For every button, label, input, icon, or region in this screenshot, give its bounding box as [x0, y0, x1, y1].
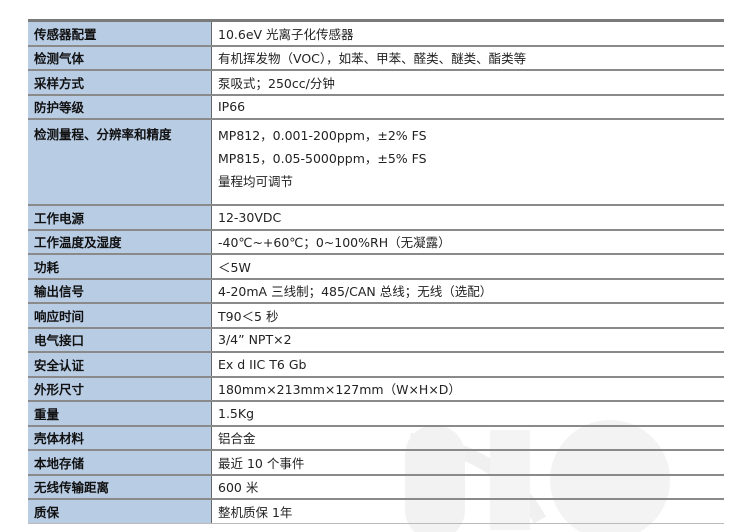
spec-label: 安全认证: [28, 351, 212, 377]
spec-value-line: 铝合金: [218, 431, 256, 447]
spec-value: ＜5W: [211, 253, 724, 279]
spec-row: 检测气体 有机挥发物（VOC），如苯、甲苯、醛类、醚类、酯类等: [28, 44, 724, 70]
spec-value-line: 整机质保 1年: [218, 504, 293, 520]
spec-value-line: ＜5W: [218, 259, 251, 275]
spec-value-line: 600 米: [218, 480, 259, 496]
spec-row: 检测量程、分辨率和精度 MP812，0.001-200ppm，±2% FS MP81…: [28, 118, 724, 205]
spec-value: Ex d IIC T6 Gb: [211, 351, 724, 377]
spec-value: T90＜5 秒: [211, 302, 724, 328]
spec-value: 10.6eV 光离子化传感器: [211, 19, 724, 46]
spec-value: 4-20mA 三线制；485/CAN 总线；无线（选配）: [211, 277, 724, 303]
spec-value-line: 3/4” NPT×2: [218, 332, 292, 348]
spec-value-line: 1.5Kg: [218, 405, 255, 421]
spec-label: 质保: [28, 498, 212, 524]
spec-label: 重量: [28, 400, 212, 426]
spec-value-line: 4-20mA 三线制；485/CAN 总线；无线（选配）: [218, 284, 493, 300]
spec-row: 安全认证 Ex d IIC T6 Gb: [28, 351, 724, 377]
spec-value-line: 最近 10 个事件: [218, 455, 305, 471]
spec-value-line: T90＜5 秒: [218, 308, 279, 324]
spec-row: 壳体材料 铝合金: [28, 424, 724, 450]
spec-value: 12-30VDC: [211, 204, 724, 230]
spec-value: -40℃~+60℃；0~100%RH（无凝露）: [211, 228, 724, 254]
spec-value-line: 泵吸式；250cc/分钟: [218, 75, 335, 91]
spec-row: 功耗 ＜5W: [28, 253, 724, 279]
spec-row: 重量 1.5Kg: [28, 400, 724, 426]
spec-label: 检测气体: [28, 44, 212, 70]
spec-row: 响应时间 T90＜5 秒: [28, 302, 724, 328]
spec-value-line: 180mm×213mm×127mm（W×H×D）: [218, 382, 461, 398]
spec-label: 检测量程、分辨率和精度: [28, 118, 212, 205]
spec-label: 防护等级: [28, 93, 212, 119]
spec-label: 功耗: [28, 253, 212, 279]
spec-value-line: 12-30VDC: [218, 209, 282, 225]
spec-row: 无线传输距离 600 米: [28, 473, 724, 499]
spec-label: 壳体材料: [28, 424, 212, 450]
spec-value: 有机挥发物（VOC），如苯、甲苯、醛类、醚类、酯类等: [211, 44, 724, 70]
spec-table: 传感器配置 10.6eV 光离子化传感器 检测气体 有机挥发物（VOC），如苯、甲苯、…: [28, 19, 724, 524]
spec-label: 无线传输距离: [28, 473, 212, 499]
spec-value: 1.5Kg: [211, 400, 724, 426]
spec-value: 600 米: [211, 473, 724, 499]
spec-value: 整机质保 1年: [211, 498, 724, 524]
spec-label: 输出信号: [28, 277, 212, 303]
spec-value-line: MP815，0.05-5000ppm，±5% FS: [218, 151, 427, 166]
spec-label: 外形尺寸: [28, 375, 212, 401]
spec-row: 本地存储 最近 10 个事件: [28, 449, 724, 475]
spec-value: IP66: [211, 93, 724, 119]
spec-label: 工作电源: [28, 204, 212, 230]
spec-row: 输出信号 4-20mA 三线制；485/CAN 总线；无线（选配）: [28, 277, 724, 303]
spec-row: 质保 整机质保 1年: [28, 498, 724, 524]
spec-label: 电气接口: [28, 326, 212, 352]
spec-row: 工作温度及湿度 -40℃~+60℃；0~100%RH（无凝露）: [28, 228, 724, 254]
spec-value: MP812，0.001-200ppm，±2% FS MP815，0.05-5000…: [211, 118, 724, 205]
spec-label: 工作温度及湿度: [28, 228, 212, 254]
spec-value: 铝合金: [211, 424, 724, 450]
spec-row: 采样方式 泵吸式；250cc/分钟: [28, 69, 724, 95]
spec-value: 泵吸式；250cc/分钟: [211, 69, 724, 95]
spec-value-line: -40℃~+60℃；0~100%RH（无凝露）: [218, 235, 451, 251]
spec-value-line: 量程均可调节: [218, 174, 294, 189]
spec-row: 电气接口 3/4” NPT×2: [28, 326, 724, 352]
spec-value: 180mm×213mm×127mm（W×H×D）: [211, 375, 724, 401]
spec-row: 工作电源 12-30VDC: [28, 204, 724, 230]
spec-label: 采样方式: [28, 69, 212, 95]
spec-label: 本地存储: [28, 449, 212, 475]
spec-value: 3/4” NPT×2: [211, 326, 724, 352]
spec-value: 最近 10 个事件: [211, 449, 724, 475]
spec-row: 外形尺寸 180mm×213mm×127mm（W×H×D）: [28, 375, 724, 401]
spec-label: 传感器配置: [28, 19, 212, 46]
spec-value-line: IP66: [218, 99, 246, 115]
spec-value-line: 10.6eV 光离子化传感器: [218, 26, 354, 42]
spec-value-line: 有机挥发物（VOC），如苯、甲苯、醛类、醚类、酯类等: [218, 51, 527, 67]
spec-value-line: MP812，0.001-200ppm，±2% FS: [218, 128, 427, 143]
spec-label: 响应时间: [28, 302, 212, 328]
spec-row: 防护等级 IP66: [28, 93, 724, 119]
spec-value-line: Ex d IIC T6 Gb: [218, 356, 307, 372]
spec-row: 传感器配置 10.6eV 光离子化传感器: [28, 19, 724, 46]
